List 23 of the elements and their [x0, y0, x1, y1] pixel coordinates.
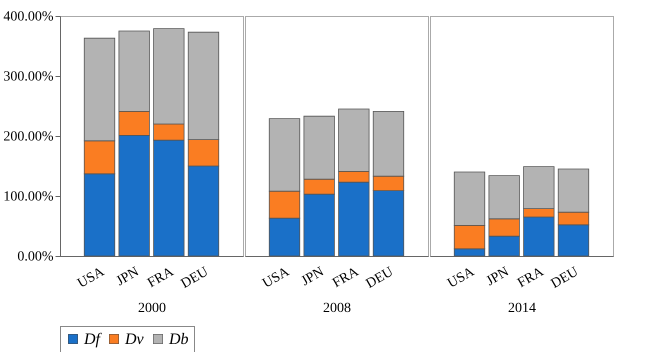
y-tick-label: 0.00%: [17, 250, 54, 264]
x-tick-label: USA: [445, 264, 478, 292]
x-tick-label: JPN: [114, 264, 142, 290]
x-tick-label: JPN: [484, 264, 512, 290]
x-axis-title: 2000: [138, 301, 166, 316]
x-tick-label: FRA: [515, 264, 548, 292]
x-tick-label: DEU: [548, 264, 581, 292]
x-axis-title: 2008: [323, 301, 351, 316]
x-tick-label: JPN: [298, 264, 327, 290]
x-tick-label: DEU: [178, 264, 211, 292]
x-tick-label: USA: [260, 264, 293, 292]
y-tick-label: 200.00%: [3, 130, 54, 144]
x-tick-label: DEU: [364, 264, 396, 292]
legend-label: Db: [168, 331, 189, 348]
legend-label: Dv: [124, 331, 145, 348]
x-tick-label: USA: [75, 264, 108, 292]
x-tick-label: FRA: [145, 264, 178, 292]
x-tick-label: FRA: [330, 264, 362, 292]
y-tick-label: 100.00%: [3, 190, 54, 204]
x-axis-title: 2014: [508, 301, 536, 316]
y-tick-label: 300.00%: [3, 70, 54, 84]
y-tick-label: 400.00%: [3, 10, 54, 24]
legend-label: Df: [83, 331, 103, 348]
